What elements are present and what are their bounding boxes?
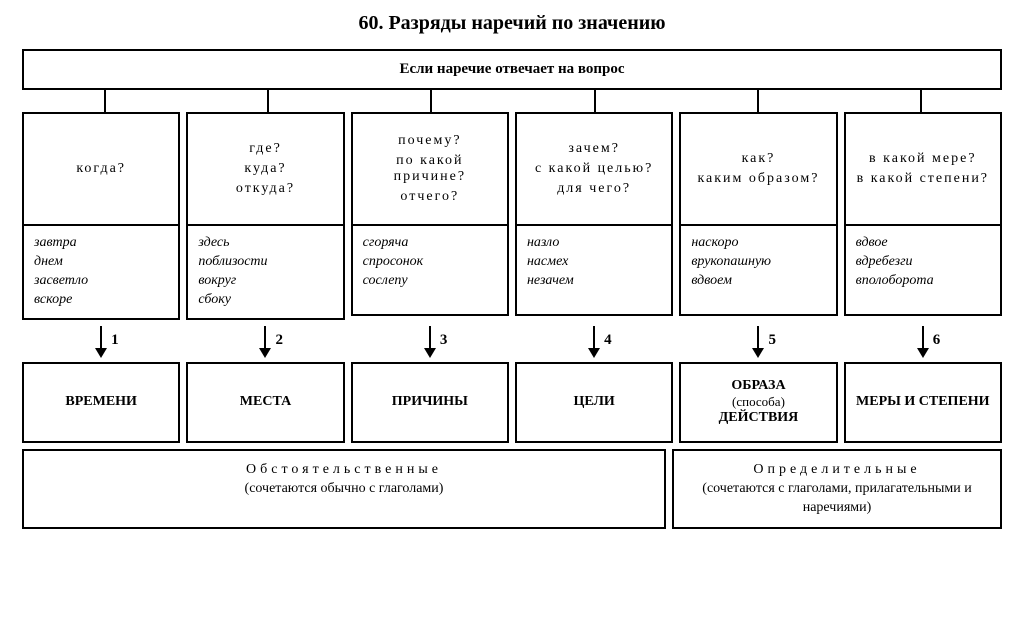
example-line: сгоряча <box>363 234 501 253</box>
arrow-number: 4 <box>604 332 612 349</box>
example-line: наскоро <box>691 234 829 253</box>
question-line: с какой целью? <box>523 161 665 177</box>
question-line: как? <box>687 151 829 167</box>
questions-cell: зачем? с какой целью? для чего? <box>515 112 673 224</box>
question-line: откуда? <box>194 181 336 197</box>
questions-cell: почему? по какой причине? отчего? <box>351 112 509 224</box>
category-label: ВРЕМЕНИ <box>22 362 180 443</box>
label-main: ОБРАЗА <box>685 378 831 395</box>
arrow-number: 5 <box>768 332 776 349</box>
question-line: в какой мере? <box>852 151 994 167</box>
column: зачем? с какой целью? для чего? назлонасмех… <box>515 112 673 320</box>
group-attributive: Определительные (сочетаются с глаголами,… <box>672 449 1002 530</box>
column: как? каким образом? наскороврукопашнуювдво… <box>679 112 837 320</box>
example-line: спросонок <box>363 253 501 272</box>
label-main: ВРЕМЕНИ <box>28 394 174 411</box>
example-line: днем <box>34 253 172 272</box>
example-line: насмех <box>527 253 665 272</box>
arrow: 2 <box>186 326 344 360</box>
questions-cell: когда? <box>22 112 180 224</box>
questions-cell: как? каким образом? <box>679 112 837 224</box>
group-note: (сочетаются с глаголами, прилагательными… <box>680 480 994 518</box>
example-line: вдвое <box>856 234 994 253</box>
arrow: 6 <box>844 326 1002 360</box>
arrow-number: 1 <box>111 332 119 349</box>
category-label: МЕСТА <box>186 362 344 443</box>
question-line: куда? <box>194 161 336 177</box>
label-main2: ДЕЙСТВИЯ <box>685 410 831 427</box>
group-note: (сочетаются обычно с глаголами) <box>30 480 658 499</box>
example-line: врукопашную <box>691 253 829 272</box>
column: в какой мере? в какой степени? вдвоевдребе… <box>844 112 1002 320</box>
examples-cell: здесьпоблизостивокругсбоку <box>186 224 344 320</box>
arrow: 5 <box>679 326 837 360</box>
column: где? куда? откуда? здесьпоблизостивокругсбо… <box>186 112 344 320</box>
arrows-row: 1 2 3 4 5 6 <box>22 326 1002 360</box>
example-line: поблизости <box>198 253 336 272</box>
example-line: засветло <box>34 272 172 291</box>
question-line: где? <box>194 141 336 157</box>
labels-row: ВРЕМЕНИ МЕСТА ПРИЧИНЫ ЦЕЛИ ОБРАЗА(способа)ДЕ… <box>22 362 1002 443</box>
example-line: вполоборота <box>856 272 994 291</box>
question-line: каким образом? <box>687 171 829 187</box>
example-line: незачем <box>527 272 665 291</box>
example-line: завтра <box>34 234 172 253</box>
example-line: назло <box>527 234 665 253</box>
root-connectors <box>22 90 1002 112</box>
examples-cell: наскороврукопашнуювдвоем <box>679 224 837 316</box>
group-title: Определительные <box>680 461 994 480</box>
question-line: почему? <box>359 133 501 149</box>
questions-cell: где? куда? откуда? <box>186 112 344 224</box>
column: почему? по какой причине? отчего? сгорячасп… <box>351 112 509 320</box>
column: когда? завтраднемзасветловскоре <box>22 112 180 320</box>
arrow-number: 6 <box>933 332 941 349</box>
root-box: Если наречие отвечает на вопрос <box>22 49 1002 90</box>
label-main: МЕРЫ И СТЕПЕНИ <box>850 394 996 411</box>
category-label: МЕРЫ И СТЕПЕНИ <box>844 362 1002 443</box>
question-line: для чего? <box>523 181 665 197</box>
example-line: сбоку <box>198 291 336 310</box>
example-line: вскоре <box>34 291 172 310</box>
question-line: по какой причине? <box>359 153 501 185</box>
category-label: ОБРАЗА(способа)ДЕЙСТВИЯ <box>679 362 837 443</box>
example-line: вокруг <box>198 272 336 291</box>
examples-cell: завтраднемзасветловскоре <box>22 224 180 320</box>
page-title: 60. Разряды наречий по значению <box>18 12 1006 35</box>
example-line: здесь <box>198 234 336 253</box>
question-line: в какой степени? <box>852 171 994 187</box>
category-label: ПРИЧИНЫ <box>351 362 509 443</box>
examples-cell: сгорячаспросоноксослепу <box>351 224 509 316</box>
group-circumstantial: Обстоятельственные (сочетаются обычно с … <box>22 449 666 530</box>
question-line: когда? <box>30 161 172 177</box>
columns-row: когда? завтраднемзасветловскоре где? куда? о… <box>22 112 1002 320</box>
category-label: ЦЕЛИ <box>515 362 673 443</box>
examples-cell: назлонасмехнезачем <box>515 224 673 316</box>
example-line: вдребезги <box>856 253 994 272</box>
arrow: 3 <box>351 326 509 360</box>
label-main: ЦЕЛИ <box>521 394 667 411</box>
arrow-number: 2 <box>275 332 283 349</box>
example-line: вдвоем <box>691 272 829 291</box>
examples-cell: вдвоевдребезгивполоборота <box>844 224 1002 316</box>
arrow-number: 3 <box>440 332 448 349</box>
label-main: МЕСТА <box>192 394 338 411</box>
label-sub: (способа) <box>685 394 831 410</box>
groups-row: Обстоятельственные (сочетаются обычно с … <box>22 449 1002 530</box>
questions-cell: в какой мере? в какой степени? <box>844 112 1002 224</box>
label-main: ПРИЧИНЫ <box>357 394 503 411</box>
question-line: зачем? <box>523 141 665 157</box>
example-line: сослепу <box>363 272 501 291</box>
group-title: Обстоятельственные <box>30 461 658 480</box>
arrow: 1 <box>22 326 180 360</box>
arrow: 4 <box>515 326 673 360</box>
question-line: отчего? <box>359 189 501 205</box>
